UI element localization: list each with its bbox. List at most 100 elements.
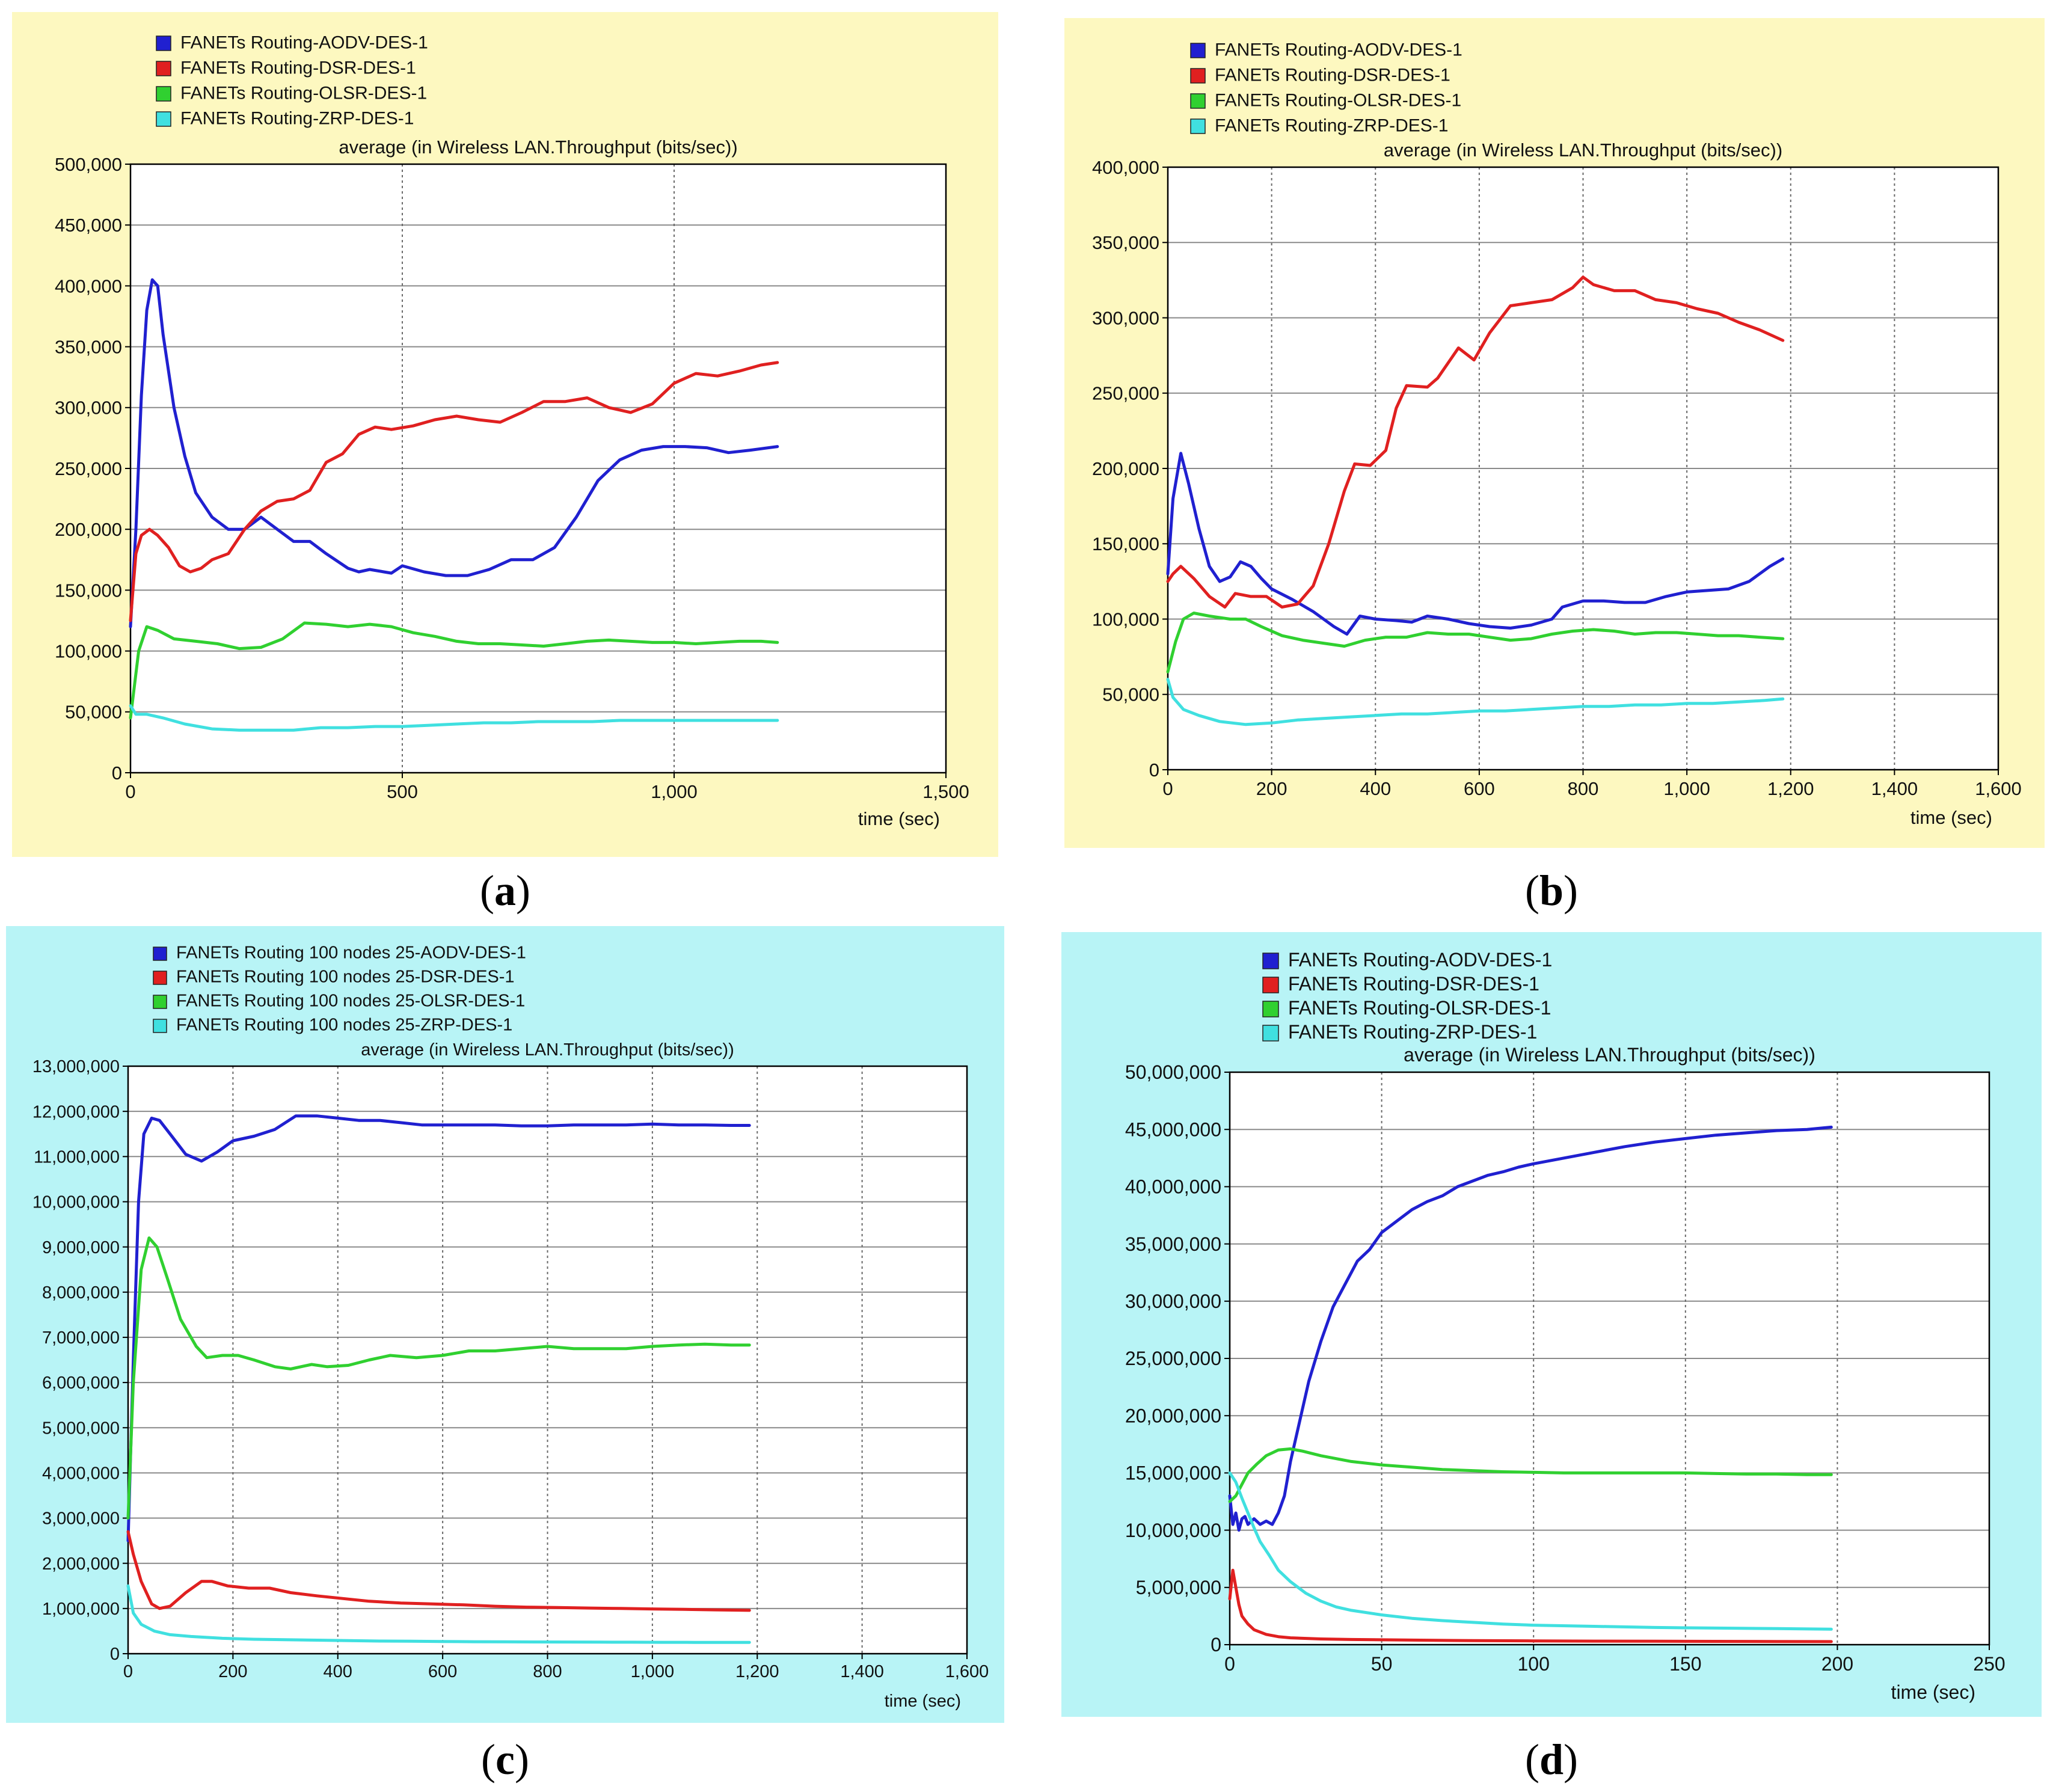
plot-border: [129, 163, 947, 774]
legend-label-0: FANETs Routing-AODV-DES-1: [1215, 40, 1462, 60]
legend-swatch-1: [1190, 68, 1206, 84]
legend-label-1: FANETs Routing 100 nodes 25-DSR-DES-1: [176, 968, 515, 987]
legend-swatch-2: [1190, 93, 1206, 109]
legend-label-3: FANETs Routing-ZRP-DES-1: [1215, 115, 1448, 135]
legend-swatch-3: [156, 111, 171, 127]
legend-label-3: FANETs Routing 100 nodes 25-ZRP-DES-1: [176, 1016, 512, 1035]
series-line-2: [129, 621, 779, 720]
x-tick-label: 1,000: [631, 1662, 675, 1681]
chart-title: average (in Wireless LAN.Throughput (bit…: [1404, 1044, 1815, 1066]
y-tick-label: 200,000: [55, 519, 122, 540]
legend-label-2: FANETs Routing-OLSR-DES-1: [1215, 90, 1461, 110]
legend-swatch-1: [1262, 977, 1279, 993]
y-tick-label: 40,000,000: [1125, 1176, 1221, 1198]
y-tick-label: 150,000: [55, 580, 122, 601]
y-tick-label: 45,000,000: [1125, 1118, 1221, 1140]
x-tick-label: 1,600: [1975, 778, 2022, 799]
x-tick-label: 500: [387, 781, 418, 802]
y-tick-label: 13,000,000: [32, 1057, 120, 1076]
caption-b: (b): [1524, 867, 1578, 915]
x-tick-label: 0: [1224, 1653, 1235, 1675]
y-tick-label: 2,000,000: [42, 1554, 120, 1574]
series-line-1: [129, 361, 779, 622]
y-tick-label: 350,000: [55, 336, 122, 357]
y-tick-label: 20,000,000: [1125, 1405, 1221, 1426]
series-line-2: [1228, 1447, 1833, 1503]
x-tick-label: 0: [125, 781, 135, 802]
x-tick-label: 200: [1821, 1653, 1853, 1675]
series-line-3: [1166, 678, 1785, 726]
x-tick-label: 250: [1973, 1653, 2005, 1675]
y-tick-label: 35,000,000: [1125, 1233, 1221, 1255]
legend-swatch-2: [153, 995, 167, 1009]
x-tick-label: 0: [123, 1662, 133, 1681]
legend-swatch-0: [1190, 43, 1206, 58]
legend-swatch-0: [153, 947, 167, 961]
legend-label-0: FANETs Routing-AODV-DES-1: [1288, 949, 1552, 971]
x-tick-label: 400: [324, 1662, 352, 1681]
x-tick-label: 800: [1568, 778, 1599, 799]
legend-label-0: FANETs Routing-AODV-DES-1: [180, 32, 428, 52]
legend-label-3: FANETs Routing-ZRP-DES-1: [180, 108, 414, 128]
legend-swatch-3: [1262, 1025, 1279, 1042]
caption-c: (c): [481, 1735, 529, 1784]
y-tick-label: 3,000,000: [42, 1509, 120, 1529]
legend-swatch-2: [156, 86, 171, 102]
legend-label-2: FANETs Routing 100 nodes 25-OLSR-DES-1: [176, 992, 525, 1011]
y-tick-label: 12,000,000: [32, 1102, 120, 1122]
x-tick-label: 1,400: [1871, 778, 1918, 799]
y-tick-label: 15,000,000: [1125, 1462, 1221, 1484]
y-tick-label: 9,000,000: [42, 1238, 120, 1257]
y-tick-label: 7,000,000: [42, 1328, 120, 1348]
y-tick-label: 0: [110, 1645, 120, 1664]
legend-swatch-0: [156, 35, 171, 51]
plot-border: [1229, 1071, 1990, 1646]
x-tick-label: 400: [1360, 778, 1391, 799]
legend-swatch-1: [153, 971, 167, 985]
y-tick-label: 0: [112, 763, 122, 784]
legend-swatch-0: [1262, 953, 1279, 969]
legend-label-1: FANETs Routing-DSR-DES-1: [1288, 973, 1539, 995]
y-tick-label: 100,000: [1092, 609, 1159, 630]
y-tick-label: 400,000: [55, 275, 122, 296]
x-tick-label: 200: [218, 1662, 247, 1681]
y-tick-label: 50,000: [65, 702, 122, 723]
x-tick-label: 600: [1464, 778, 1495, 799]
x-tick-label: 1,000: [651, 781, 698, 802]
x-tick-label: 800: [533, 1662, 562, 1681]
series-line-2: [126, 1236, 751, 1520]
chart-title: average (in Wireless LAN.Throughput (bit…: [1384, 140, 1782, 161]
legend-label-0: FANETs Routing 100 nodes 25-AODV-DES-1: [176, 944, 526, 963]
series-line-0: [129, 278, 779, 628]
y-tick-label: 500,000: [55, 154, 122, 175]
caption-a: (a): [480, 867, 530, 915]
y-tick-label: 250,000: [55, 458, 122, 479]
chart-c: 0 1,000,000 2,000,000 3,000,000 4,000,000 5,0…: [6, 926, 1004, 1723]
y-tick-label: 11,000,000: [34, 1147, 120, 1167]
chart-panel-a: 0 50,000 100,000 150,000 200,000 250,000 300,0…: [12, 12, 998, 857]
y-tick-label: 300,000: [55, 397, 122, 419]
plot-border: [127, 1065, 968, 1655]
x-tick-label: 200: [1256, 778, 1287, 799]
x-axis-label: time (sec): [1891, 1681, 1975, 1703]
x-tick-label: 1,200: [1767, 778, 1814, 799]
x-tick-label: 1,400: [840, 1662, 884, 1681]
series-line-1: [1228, 1568, 1833, 1643]
y-tick-label: 0: [1211, 1634, 1221, 1655]
y-tick-label: 50,000,000: [1125, 1061, 1221, 1083]
x-tick-label: 50: [1371, 1653, 1393, 1675]
plot-border: [1167, 166, 1999, 771]
y-tick-label: 6,000,000: [42, 1373, 120, 1393]
y-tick-label: 1,000,000: [42, 1600, 120, 1619]
legend-label-1: FANETs Routing-DSR-DES-1: [1215, 65, 1450, 85]
legend-label-3: FANETs Routing-ZRP-DES-1: [1288, 1021, 1537, 1043]
y-tick-label: 300,000: [1092, 307, 1159, 328]
y-tick-label: 5,000,000: [1136, 1577, 1221, 1598]
legend-swatch-2: [1262, 1001, 1279, 1017]
chart-d: 0 5,000,000 10,000,000 15,000,000 20,000,000…: [1061, 932, 2042, 1717]
x-tick-label: 1,600: [945, 1662, 989, 1681]
legend-label-1: FANETs Routing-DSR-DES-1: [180, 58, 416, 78]
series-line-3: [1228, 1471, 1833, 1631]
chart-panel-d: 0 5,000,000 10,000,000 15,000,000 20,000,000…: [1061, 932, 2042, 1717]
y-tick-label: 350,000: [1092, 232, 1159, 253]
